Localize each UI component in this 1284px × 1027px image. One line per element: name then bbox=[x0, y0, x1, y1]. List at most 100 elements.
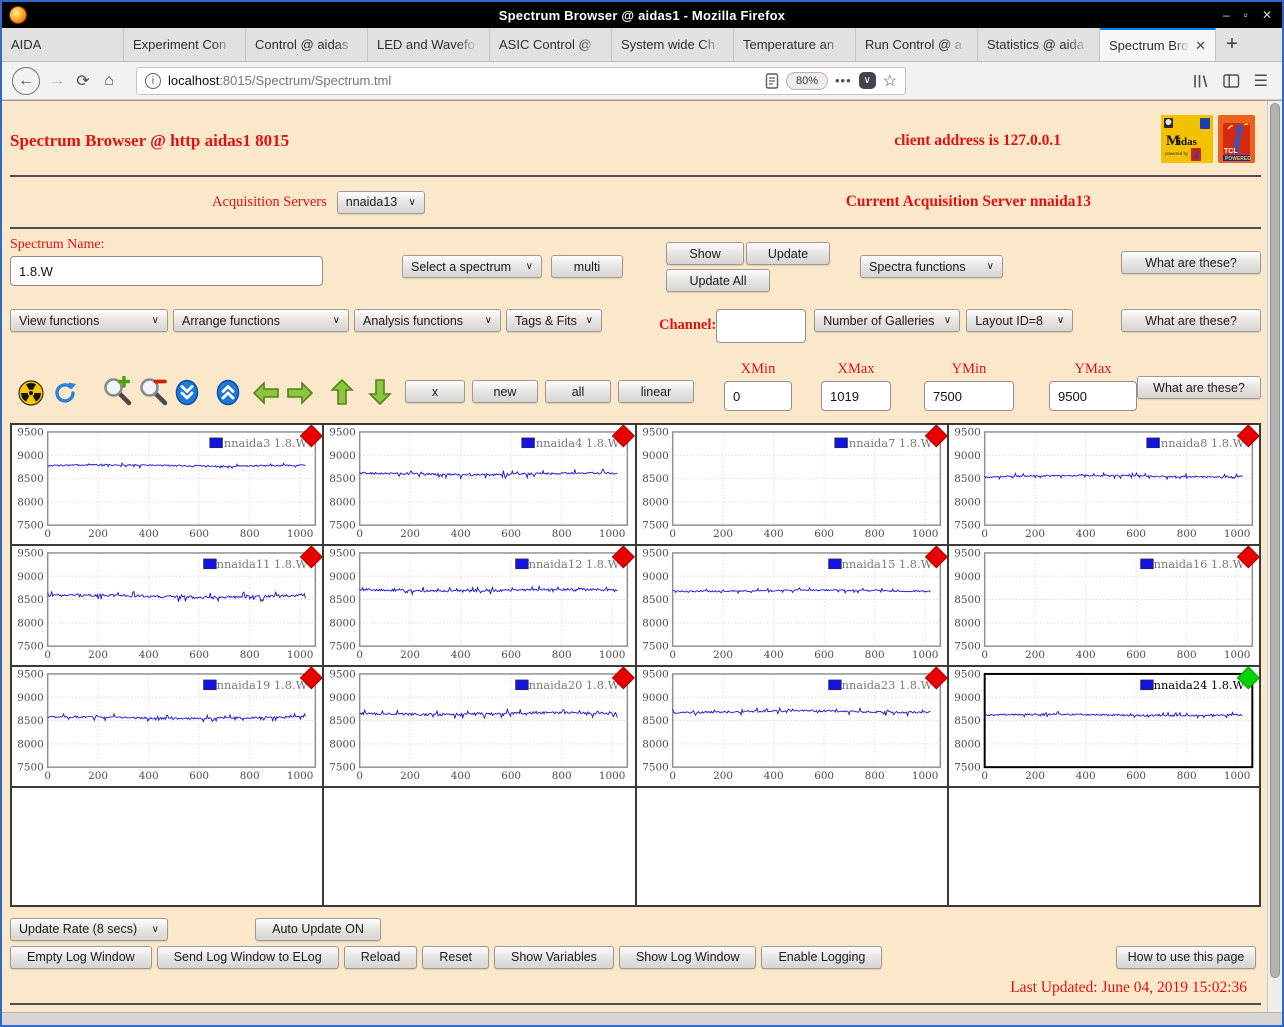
spectrum-chart-nnaida4[interactable]: 7500 8000 8500 9000 9500 0 200 400 600 800 1000 nna… bbox=[322, 423, 637, 546]
empty-log-window-button[interactable]: Empty Log Window bbox=[10, 945, 152, 969]
enable-logging-button[interactable]: Enable Logging bbox=[761, 945, 883, 969]
number-of-galleries-dropdown[interactable]: Number of Galleries ∨ bbox=[814, 309, 961, 332]
analysis-functions-dropdown[interactable]: Analysis functions ∨ bbox=[354, 309, 501, 332]
collapse-down-icon[interactable] bbox=[174, 379, 200, 406]
refresh-icon[interactable] bbox=[52, 380, 78, 406]
spectrum-chart-nnaida24[interactable]: 7500 8000 8500 9000 9500 0 200 400 600 800 1000 nna… bbox=[946, 665, 1262, 788]
y-tick-label: 8500 bbox=[642, 594, 668, 606]
view-functions-dropdown[interactable]: View functions ∨ bbox=[10, 309, 168, 332]
what-are-these-button-3[interactable]: What are these? bbox=[1137, 376, 1261, 399]
channel-input[interactable] bbox=[716, 309, 807, 343]
spectrum-chart-nnaida7[interactable]: 7500 8000 8500 9000 9500 0 200 400 600 800 1000 nna… bbox=[634, 423, 949, 546]
how-to-use-button[interactable]: How to use this page bbox=[1116, 945, 1256, 969]
spectrum-chart-nnaida11[interactable]: 7500 8000 8500 9000 9500 0 200 400 600 800 1000 nna… bbox=[9, 544, 325, 667]
tags-fits-dropdown[interactable]: Tags & Fits ∨ bbox=[506, 309, 602, 332]
what-are-these-button-2[interactable]: What are these? bbox=[1121, 309, 1261, 332]
bookmark-star-icon[interactable]: ☆ bbox=[882, 72, 897, 90]
zoom-in-icon[interactable] bbox=[102, 376, 132, 406]
ymin-input[interactable] bbox=[924, 381, 1014, 411]
update-all-button[interactable]: Update All bbox=[666, 269, 770, 292]
tcl-logo[interactable]: TCL POWERED bbox=[1218, 114, 1255, 168]
reader-mode-icon[interactable] bbox=[765, 72, 779, 89]
multi-button[interactable]: multi bbox=[551, 255, 623, 278]
zoom-level-badge[interactable]: 80% bbox=[785, 71, 828, 90]
tab-aida[interactable]: AIDA bbox=[2, 28, 124, 61]
reset-button[interactable]: Reset bbox=[422, 945, 489, 969]
spectra-functions-dropdown[interactable]: Spectra functions ∨ bbox=[860, 255, 1003, 278]
reload-icon[interactable]: ⟳ bbox=[76, 72, 90, 90]
zoom-out-icon[interactable] bbox=[138, 376, 168, 406]
home-icon[interactable]: ⌂ bbox=[104, 71, 114, 89]
show-variables-button[interactable]: Show Variables bbox=[494, 945, 614, 969]
site-info-icon[interactable]: i bbox=[145, 72, 161, 89]
spectrum-chart-nnaida15[interactable]: 7500 8000 8500 9000 9500 0 200 400 600 800 1000 nna… bbox=[634, 544, 949, 667]
tab-led-and-wavefo[interactable]: LED and Wavefo bbox=[368, 28, 490, 61]
what-are-these-button-1[interactable]: What are these? bbox=[1121, 251, 1261, 274]
arrow-right-icon[interactable] bbox=[286, 380, 314, 406]
tab-temperature-an[interactable]: Temperature an bbox=[734, 28, 856, 61]
vertical-scrollbar[interactable] bbox=[1267, 101, 1282, 1012]
tab-statistics-aida[interactable]: Statistics @ aida bbox=[978, 28, 1100, 61]
pocket-icon[interactable]: ∨ bbox=[858, 72, 876, 89]
update-rate-dropdown[interactable]: Update Rate (8 secs) ∨ bbox=[10, 917, 168, 941]
acquisition-server-select[interactable]: nnaida13 ∨ bbox=[336, 190, 425, 214]
arrange-functions-dropdown[interactable]: Arrange functions ∨ bbox=[173, 309, 349, 332]
x-axis-button[interactable]: x bbox=[405, 380, 465, 403]
auto-update-button[interactable]: Auto Update ON bbox=[255, 917, 381, 941]
arrow-down-icon[interactable] bbox=[367, 378, 393, 406]
spectrum-chart-nnaida16[interactable]: 7500 8000 8500 9000 9500 0 200 400 600 800 1000 nna… bbox=[946, 544, 1262, 667]
tab-run-control-a[interactable]: Run Control @ a bbox=[856, 28, 978, 61]
spectrum-chart-nnaida3[interactable]: 7500 8000 8500 9000 9500 0 200 400 600 800 1000 nna… bbox=[9, 423, 325, 546]
update-button[interactable]: Update bbox=[746, 242, 830, 265]
back-icon[interactable]: ← bbox=[12, 66, 40, 95]
spectrum-chart-nnaida19[interactable]: 7500 8000 8500 9000 9500 0 200 400 600 800 1000 nna… bbox=[9, 665, 325, 788]
page-actions-icon[interactable]: ••• bbox=[835, 73, 852, 88]
menu-icon[interactable]: ☰ bbox=[1253, 72, 1268, 90]
tab-close-icon[interactable]: ✕ bbox=[1195, 37, 1206, 53]
close-button[interactable]: ✕ bbox=[1261, 8, 1272, 22]
url-bar[interactable]: i localhost:8015/Spectrum/Spectrum.tml 8… bbox=[136, 66, 906, 95]
y-tick-label: 9500 bbox=[329, 669, 355, 681]
y-tick-label: 7500 bbox=[642, 762, 668, 774]
linear-axis-button[interactable]: linear bbox=[618, 380, 694, 403]
show-log-window-button[interactable]: Show Log Window bbox=[618, 945, 757, 969]
tab-experiment-con[interactable]: Experiment Con bbox=[124, 28, 246, 61]
spectrum-chart-nnaida20[interactable]: 7500 8000 8500 9000 9500 0 200 400 600 800 1000 nna… bbox=[322, 665, 637, 788]
show-button[interactable]: Show bbox=[666, 242, 744, 265]
new-tab-button[interactable]: + bbox=[1226, 33, 1238, 55]
layout-id-dropdown[interactable]: Layout ID=8 ∨ bbox=[966, 309, 1074, 332]
spectrum-chart-nnaida12[interactable]: 7500 8000 8500 9000 9500 0 200 400 600 800 1000 nna… bbox=[322, 544, 637, 667]
spectrum-chart-nnaida8[interactable]: 7500 8000 8500 9000 9500 0 200 400 600 800 1000 nna… bbox=[946, 423, 1262, 546]
all-axis-button[interactable]: all bbox=[545, 380, 611, 403]
arrow-left-icon[interactable] bbox=[252, 380, 280, 406]
x-tick-label: 600 bbox=[501, 770, 521, 782]
tab-control-aidas[interactable]: Control @ aidas bbox=[246, 28, 368, 61]
url-text[interactable]: localhost:8015/Spectrum/Spectrum.tml bbox=[168, 73, 758, 88]
xmax-input[interactable] bbox=[821, 381, 891, 411]
tab-system-wide-ch[interactable]: System wide Ch bbox=[612, 28, 734, 61]
maximize-button[interactable]: ▫ bbox=[1243, 8, 1248, 22]
ymax-input[interactable] bbox=[1049, 381, 1137, 411]
radioactive-icon[interactable] bbox=[18, 380, 44, 406]
tab-spectrum-bro[interactable]: Spectrum Bro ✕ bbox=[1100, 28, 1216, 61]
arrow-up-icon[interactable] bbox=[329, 378, 355, 406]
tab-asic-control[interactable]: ASIC Control @ bbox=[490, 28, 612, 61]
library-icon[interactable] bbox=[1192, 73, 1209, 89]
y-tick-label: 7500 bbox=[642, 641, 668, 653]
window-bottom-edge bbox=[2, 1012, 1282, 1025]
xmin-input[interactable] bbox=[724, 381, 792, 411]
send-log-window-to-elog-button[interactable]: Send Log Window to ELog bbox=[156, 945, 339, 969]
scrollbar-thumb[interactable] bbox=[1270, 103, 1280, 978]
spectrum-name-input[interactable] bbox=[10, 256, 323, 286]
minimize-button[interactable]: – bbox=[1222, 8, 1230, 22]
select-spectrum-dropdown[interactable]: Select a spectrum ∨ bbox=[402, 255, 542, 278]
sidebar-icon[interactable] bbox=[1222, 73, 1240, 89]
spectrum-chart-nnaida23[interactable]: 7500 8000 8500 9000 9500 0 200 400 600 800 1000 nna… bbox=[634, 665, 949, 788]
reload-button[interactable]: Reload bbox=[343, 945, 418, 969]
tab-label: LED and Wavefo bbox=[377, 37, 475, 52]
new-axis-button[interactable]: new bbox=[472, 380, 538, 403]
expand-up-icon[interactable] bbox=[215, 379, 241, 406]
forward-icon[interactable]: → bbox=[49, 71, 65, 89]
titlebar[interactable]: Spectrum Browser @ aidas1 - Mozilla Fire… bbox=[2, 2, 1282, 28]
